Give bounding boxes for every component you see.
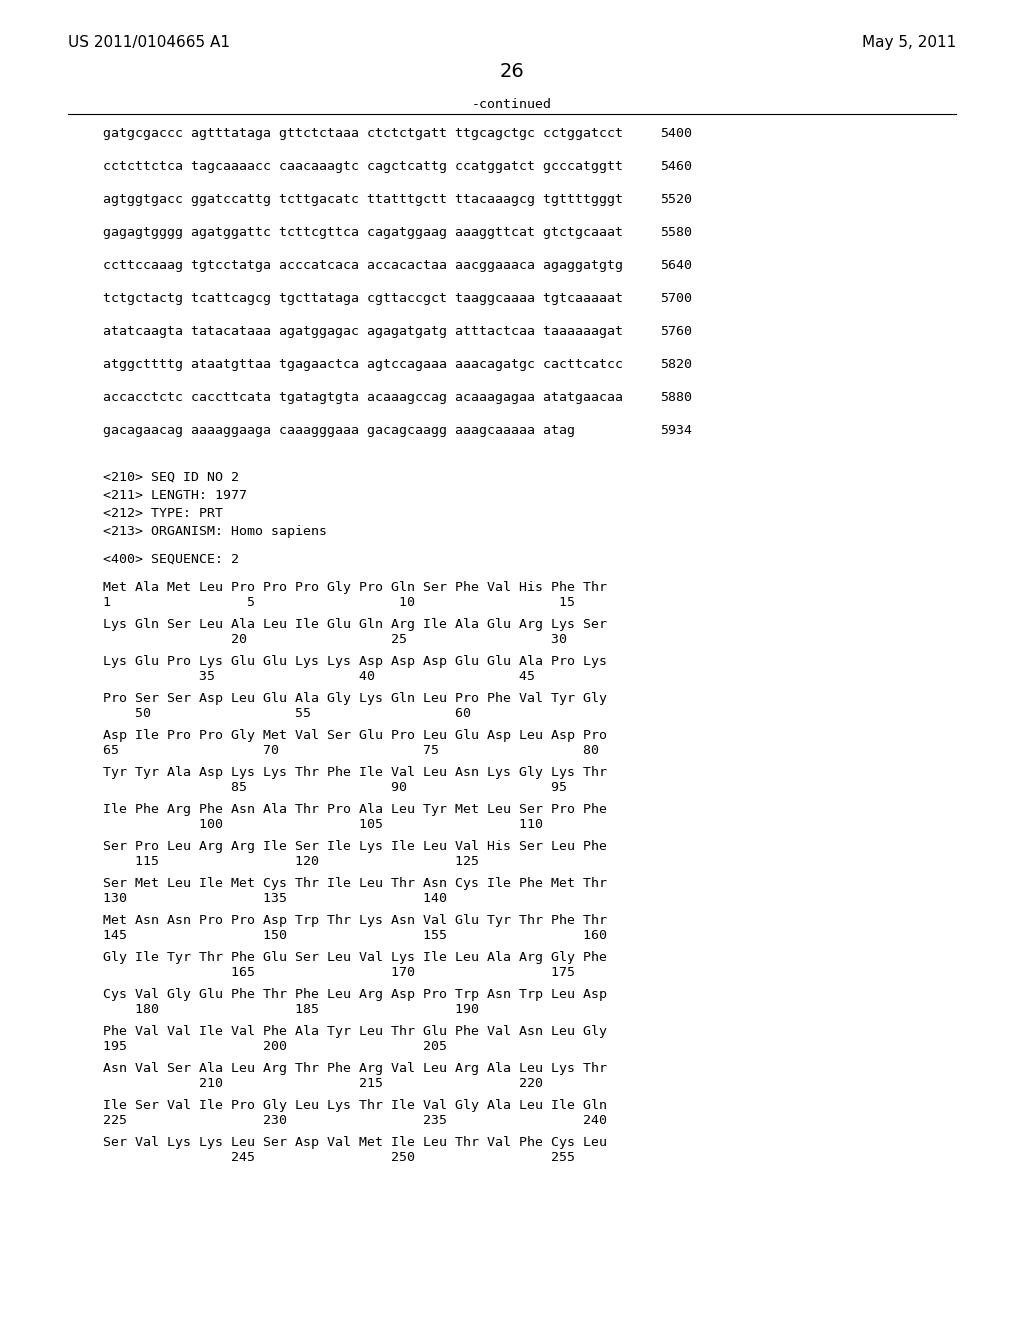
Text: 5760: 5760 — [660, 325, 692, 338]
Text: 5934: 5934 — [660, 424, 692, 437]
Text: 5880: 5880 — [660, 391, 692, 404]
Text: Tyr Tyr Ala Asp Lys Lys Thr Phe Ile Val Leu Asn Lys Gly Lys Thr: Tyr Tyr Ala Asp Lys Lys Thr Phe Ile Val … — [103, 766, 607, 779]
Text: 100                 105                 110: 100 105 110 — [103, 818, 543, 832]
Text: 5700: 5700 — [660, 292, 692, 305]
Text: 85                  90                  95: 85 90 95 — [103, 781, 567, 795]
Text: 210                 215                 220: 210 215 220 — [103, 1077, 543, 1090]
Text: Ser Met Leu Ile Met Cys Thr Ile Leu Thr Asn Cys Ile Phe Met Thr: Ser Met Leu Ile Met Cys Thr Ile Leu Thr … — [103, 876, 607, 890]
Text: Gly Ile Tyr Thr Phe Glu Ser Leu Val Lys Ile Leu Ala Arg Gly Phe: Gly Ile Tyr Thr Phe Glu Ser Leu Val Lys … — [103, 950, 607, 964]
Text: 145                 150                 155                 160: 145 150 155 160 — [103, 929, 607, 942]
Text: <212> TYPE: PRT: <212> TYPE: PRT — [103, 507, 223, 520]
Text: gagagtgggg agatggattc tcttcgttca cagatggaag aaaggttcat gtctgcaaat: gagagtgggg agatggattc tcttcgttca cagatgg… — [103, 226, 623, 239]
Text: 1                 5                  10                  15: 1 5 10 15 — [103, 597, 575, 609]
Text: 130                 135                 140: 130 135 140 — [103, 892, 447, 906]
Text: 65                  70                  75                  80: 65 70 75 80 — [103, 744, 599, 756]
Text: Cys Val Gly Glu Phe Thr Phe Leu Arg Asp Pro Trp Asn Trp Leu Asp: Cys Val Gly Glu Phe Thr Phe Leu Arg Asp … — [103, 987, 607, 1001]
Text: 225                 230                 235                 240: 225 230 235 240 — [103, 1114, 607, 1127]
Text: Met Asn Asn Pro Pro Asp Trp Thr Lys Asn Val Glu Tyr Thr Phe Thr: Met Asn Asn Pro Pro Asp Trp Thr Lys Asn … — [103, 913, 607, 927]
Text: Asn Val Ser Ala Leu Arg Thr Phe Arg Val Leu Arg Ala Leu Lys Thr: Asn Val Ser Ala Leu Arg Thr Phe Arg Val … — [103, 1063, 607, 1074]
Text: Ser Val Lys Lys Leu Ser Asp Val Met Ile Leu Thr Val Phe Cys Leu: Ser Val Lys Lys Leu Ser Asp Val Met Ile … — [103, 1137, 607, 1148]
Text: 195                 200                 205: 195 200 205 — [103, 1040, 447, 1053]
Text: tctgctactg tcattcagcg tgcttataga cgttaccgct taaggcaaaa tgtcaaaaat: tctgctactg tcattcagcg tgcttataga cgttacc… — [103, 292, 623, 305]
Text: 26: 26 — [500, 62, 524, 81]
Text: 245                 250                 255: 245 250 255 — [103, 1151, 575, 1164]
Text: Asp Ile Pro Pro Gly Met Val Ser Glu Pro Leu Glu Asp Leu Asp Pro: Asp Ile Pro Pro Gly Met Val Ser Glu Pro … — [103, 729, 607, 742]
Text: gacagaacag aaaaggaaga caaagggaaa gacagcaagg aaagcaaaaa atag: gacagaacag aaaaggaaga caaagggaaa gacagca… — [103, 424, 575, 437]
Text: -continued: -continued — [472, 98, 552, 111]
Text: agtggtgacc ggatccattg tcttgacatc ttatttgctt ttacaaagcg tgttttgggt: agtggtgacc ggatccattg tcttgacatc ttatttg… — [103, 193, 623, 206]
Text: 5820: 5820 — [660, 358, 692, 371]
Text: 165                 170                 175: 165 170 175 — [103, 966, 575, 979]
Text: atatcaagta tatacataaa agatggagac agagatgatg atttactcaa taaaaaagat: atatcaagta tatacataaa agatggagac agagatg… — [103, 325, 623, 338]
Text: 5580: 5580 — [660, 226, 692, 239]
Text: gatgcgaccc agtttataga gttctctaaa ctctctgatt ttgcagctgc cctggatcct: gatgcgaccc agtttataga gttctctaaa ctctctg… — [103, 127, 623, 140]
Text: <213> ORGANISM: Homo sapiens: <213> ORGANISM: Homo sapiens — [103, 525, 327, 539]
Text: 5460: 5460 — [660, 160, 692, 173]
Text: Lys Gln Ser Leu Ala Leu Ile Glu Gln Arg Ile Ala Glu Arg Lys Ser: Lys Gln Ser Leu Ala Leu Ile Glu Gln Arg … — [103, 618, 607, 631]
Text: accacctctc caccttcata tgatagtgta acaaagccag acaaagagaa atatgaacaa: accacctctc caccttcata tgatagtgta acaaagc… — [103, 391, 623, 404]
Text: Phe Val Val Ile Val Phe Ala Tyr Leu Thr Glu Phe Val Asn Leu Gly: Phe Val Val Ile Val Phe Ala Tyr Leu Thr … — [103, 1026, 607, 1038]
Text: cctcttctca tagcaaaacc caacaaagtc cagctcattg ccatggatct gcccatggtt: cctcttctca tagcaaaacc caacaaagtc cagctca… — [103, 160, 623, 173]
Text: Lys Glu Pro Lys Glu Glu Lys Lys Asp Asp Asp Glu Glu Ala Pro Lys: Lys Glu Pro Lys Glu Glu Lys Lys Asp Asp … — [103, 655, 607, 668]
Text: <211> LENGTH: 1977: <211> LENGTH: 1977 — [103, 488, 247, 502]
Text: 5400: 5400 — [660, 127, 692, 140]
Text: May 5, 2011: May 5, 2011 — [862, 36, 956, 50]
Text: Pro Ser Ser Asp Leu Glu Ala Gly Lys Gln Leu Pro Phe Val Tyr Gly: Pro Ser Ser Asp Leu Glu Ala Gly Lys Gln … — [103, 692, 607, 705]
Text: 5520: 5520 — [660, 193, 692, 206]
Text: 35                  40                  45: 35 40 45 — [103, 671, 535, 682]
Text: 180                 185                 190: 180 185 190 — [103, 1003, 479, 1016]
Text: US 2011/0104665 A1: US 2011/0104665 A1 — [68, 36, 230, 50]
Text: ccttccaaag tgtcctatga acccatcaca accacactaa aacggaaaca agaggatgtg: ccttccaaag tgtcctatga acccatcaca accacac… — [103, 259, 623, 272]
Text: Ser Pro Leu Arg Arg Ile Ser Ile Lys Ile Leu Val His Ser Leu Phe: Ser Pro Leu Arg Arg Ile Ser Ile Lys Ile … — [103, 840, 607, 853]
Text: atggcttttg ataatgttaa tgagaactca agtccagaaa aaacagatgc cacttcatcc: atggcttttg ataatgttaa tgagaactca agtccag… — [103, 358, 623, 371]
Text: 115                 120                 125: 115 120 125 — [103, 855, 479, 869]
Text: Ile Phe Arg Phe Asn Ala Thr Pro Ala Leu Tyr Met Leu Ser Pro Phe: Ile Phe Arg Phe Asn Ala Thr Pro Ala Leu … — [103, 803, 607, 816]
Text: 50                  55                  60: 50 55 60 — [103, 708, 471, 719]
Text: Ile Ser Val Ile Pro Gly Leu Lys Thr Ile Val Gly Ala Leu Ile Gln: Ile Ser Val Ile Pro Gly Leu Lys Thr Ile … — [103, 1100, 607, 1111]
Text: <400> SEQUENCE: 2: <400> SEQUENCE: 2 — [103, 553, 239, 566]
Text: 20                  25                  30: 20 25 30 — [103, 634, 567, 645]
Text: <210> SEQ ID NO 2: <210> SEQ ID NO 2 — [103, 471, 239, 484]
Text: Met Ala Met Leu Pro Pro Pro Gly Pro Gln Ser Phe Val His Phe Thr: Met Ala Met Leu Pro Pro Pro Gly Pro Gln … — [103, 581, 607, 594]
Text: 5640: 5640 — [660, 259, 692, 272]
